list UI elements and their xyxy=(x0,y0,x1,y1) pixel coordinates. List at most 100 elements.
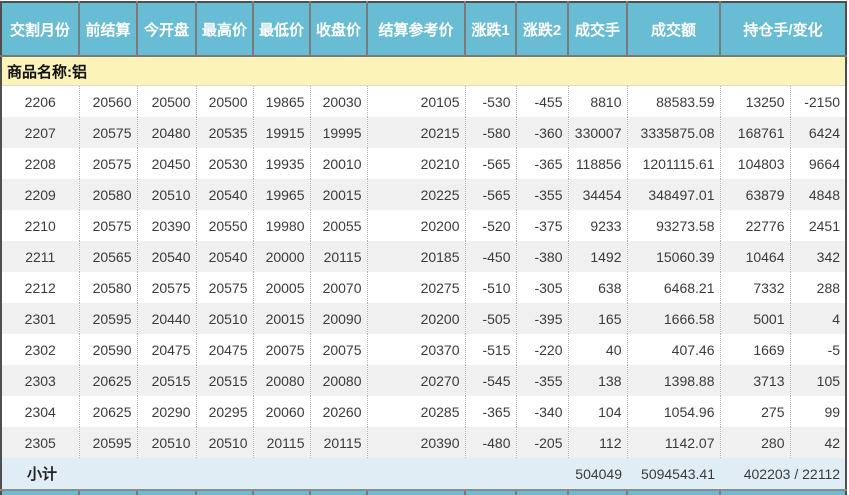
cell-prev-settlement: 20625 xyxy=(79,365,138,396)
cell-open: 20510 xyxy=(137,427,197,458)
cell-settlement-ref: 20185 xyxy=(367,241,466,272)
cell-low: 20115 xyxy=(253,427,311,458)
cell-change1: -565 xyxy=(465,148,517,179)
cell-settlement-ref: 20275 xyxy=(367,272,466,303)
cell-change1: -580 xyxy=(465,117,517,148)
table-header-row: 交割月份 前结算 今开盘 最高价 最低价 收盘价 结算参考价 涨跌1 涨跌2 成… xyxy=(1,2,847,57)
cell-change1: -520 xyxy=(465,210,517,241)
cell-oi-change: 288 xyxy=(790,272,847,303)
cell-low: 19865 xyxy=(253,85,311,117)
cell-settlement-ref: 20200 xyxy=(367,303,466,334)
cell-high: 20530 xyxy=(196,148,254,179)
cell-low: 19935 xyxy=(253,148,311,179)
cell-open: 20440 xyxy=(137,303,197,334)
cell-volume: 638 xyxy=(568,272,628,303)
cell-change2: -455 xyxy=(516,85,569,117)
cell-turnover: 6468.21 xyxy=(627,272,721,303)
cell-low: 20080 xyxy=(253,365,311,396)
cell-change1: -450 xyxy=(465,241,517,272)
cell-oi-change: 4 xyxy=(790,303,847,334)
cell-open: 20510 xyxy=(137,179,197,210)
cell-volume: 165 xyxy=(568,303,628,334)
cell-high: 20550 xyxy=(196,210,254,241)
col-header-settlement-ref: 结算参考价 xyxy=(367,2,466,57)
subtotal-label: 小计 xyxy=(1,458,79,491)
cell-turnover: 15060.39 xyxy=(627,241,721,272)
cell-high: 20510 xyxy=(196,427,254,458)
cell-delivery-month: 2207 xyxy=(1,117,80,148)
cell-volume: 138 xyxy=(568,365,628,396)
cell-volume: 118856 xyxy=(568,148,628,179)
cell-high: 20500 xyxy=(196,85,254,117)
cell-prev-settlement: 20575 xyxy=(79,210,138,241)
cell-open-interest: 7332 xyxy=(720,272,791,303)
cell-delivery-month: 2304 xyxy=(1,396,80,427)
cell-high: 20535 xyxy=(196,117,254,148)
cell-close: 20010 xyxy=(310,148,368,179)
cell-close: 20090 xyxy=(310,303,368,334)
cell-delivery-month: 2211 xyxy=(1,241,80,272)
cell-turnover: 1666.58 xyxy=(627,303,721,334)
table-row: 2305 20595 20510 20510 20115 20115 20390 -480 -2… xyxy=(1,427,847,458)
cell-change1: -515 xyxy=(465,334,517,365)
cell-delivery-month: 2206 xyxy=(1,85,80,117)
cell-high: 20510 xyxy=(196,303,254,334)
cell-high: 20575 xyxy=(196,272,254,303)
cell-high: 20295 xyxy=(196,396,254,427)
cell-close: 20070 xyxy=(310,272,368,303)
cell-delivery-month: 2302 xyxy=(1,334,80,365)
cell-close: 20075 xyxy=(310,334,368,365)
cell-open: 20450 xyxy=(137,148,197,179)
cell-low: 20015 xyxy=(253,303,311,334)
cell-turnover: 348497.01 xyxy=(627,179,721,210)
col-header-open: 今开盘 xyxy=(137,2,197,57)
cell-settlement-ref: 20390 xyxy=(367,427,466,458)
cell-open-interest: 280 xyxy=(720,427,791,458)
cell-change2: -220 xyxy=(516,334,569,365)
cell-oi-change: 4848 xyxy=(790,179,847,210)
cell-settlement-ref: 20225 xyxy=(367,179,466,210)
cell-close: 20115 xyxy=(310,427,368,458)
cell-change1: -510 xyxy=(465,272,517,303)
cell-high: 20540 xyxy=(196,241,254,272)
cell-low: 19980 xyxy=(253,210,311,241)
table-row: 2208 20575 20450 20530 19935 20010 20210 -565 -3… xyxy=(1,148,847,179)
cell-settlement-ref: 20370 xyxy=(367,334,466,365)
commodity-name-label: 商品名称:铝 xyxy=(1,56,847,86)
cell-oi-change: 42 xyxy=(790,427,847,458)
cell-low: 20000 xyxy=(253,241,311,272)
cell-settlement-ref: 20285 xyxy=(367,396,466,427)
cell-close: 20030 xyxy=(310,85,368,117)
cell-volume: 40 xyxy=(568,334,628,365)
commodity-section-row: 商品名称:铝 xyxy=(1,56,847,86)
col-header-volume: 成交手 xyxy=(568,2,628,57)
cell-oi-change: 99 xyxy=(790,396,847,427)
cell-open: 20290 xyxy=(137,396,197,427)
cell-delivery-month: 2305 xyxy=(1,427,80,458)
cell-volume: 8810 xyxy=(568,85,628,117)
cell-low: 20060 xyxy=(253,396,311,427)
cell-low: 20075 xyxy=(253,334,311,365)
cell-open: 20575 xyxy=(137,272,197,303)
cell-prev-settlement: 20580 xyxy=(79,272,138,303)
cell-prev-settlement: 20595 xyxy=(79,427,138,458)
cell-open-interest: 13250 xyxy=(720,85,791,117)
cell-open-interest: 1669 xyxy=(720,334,791,365)
cell-open: 20480 xyxy=(137,117,197,148)
cell-delivery-month: 2208 xyxy=(1,148,80,179)
cell-turnover: 1142.07 xyxy=(627,427,721,458)
table-row: 2206 20560 20500 20500 19865 20030 20105 -530 -4… xyxy=(1,85,847,117)
cell-change2: -375 xyxy=(516,210,569,241)
cell-high: 20540 xyxy=(196,179,254,210)
cell-prev-settlement: 20590 xyxy=(79,334,138,365)
cell-turnover: 407.46 xyxy=(627,334,721,365)
cell-delivery-month: 2209 xyxy=(1,179,80,210)
cell-oi-change: 105 xyxy=(790,365,847,396)
table-row: 2209 20580 20510 20540 19965 20015 20225 -565 -3… xyxy=(1,179,847,210)
cell-volume: 1492 xyxy=(568,241,628,272)
cell-volume: 104 xyxy=(568,396,628,427)
subtotal-turnover: 5094543.41 xyxy=(627,458,720,491)
cell-high: 20515 xyxy=(196,365,254,396)
